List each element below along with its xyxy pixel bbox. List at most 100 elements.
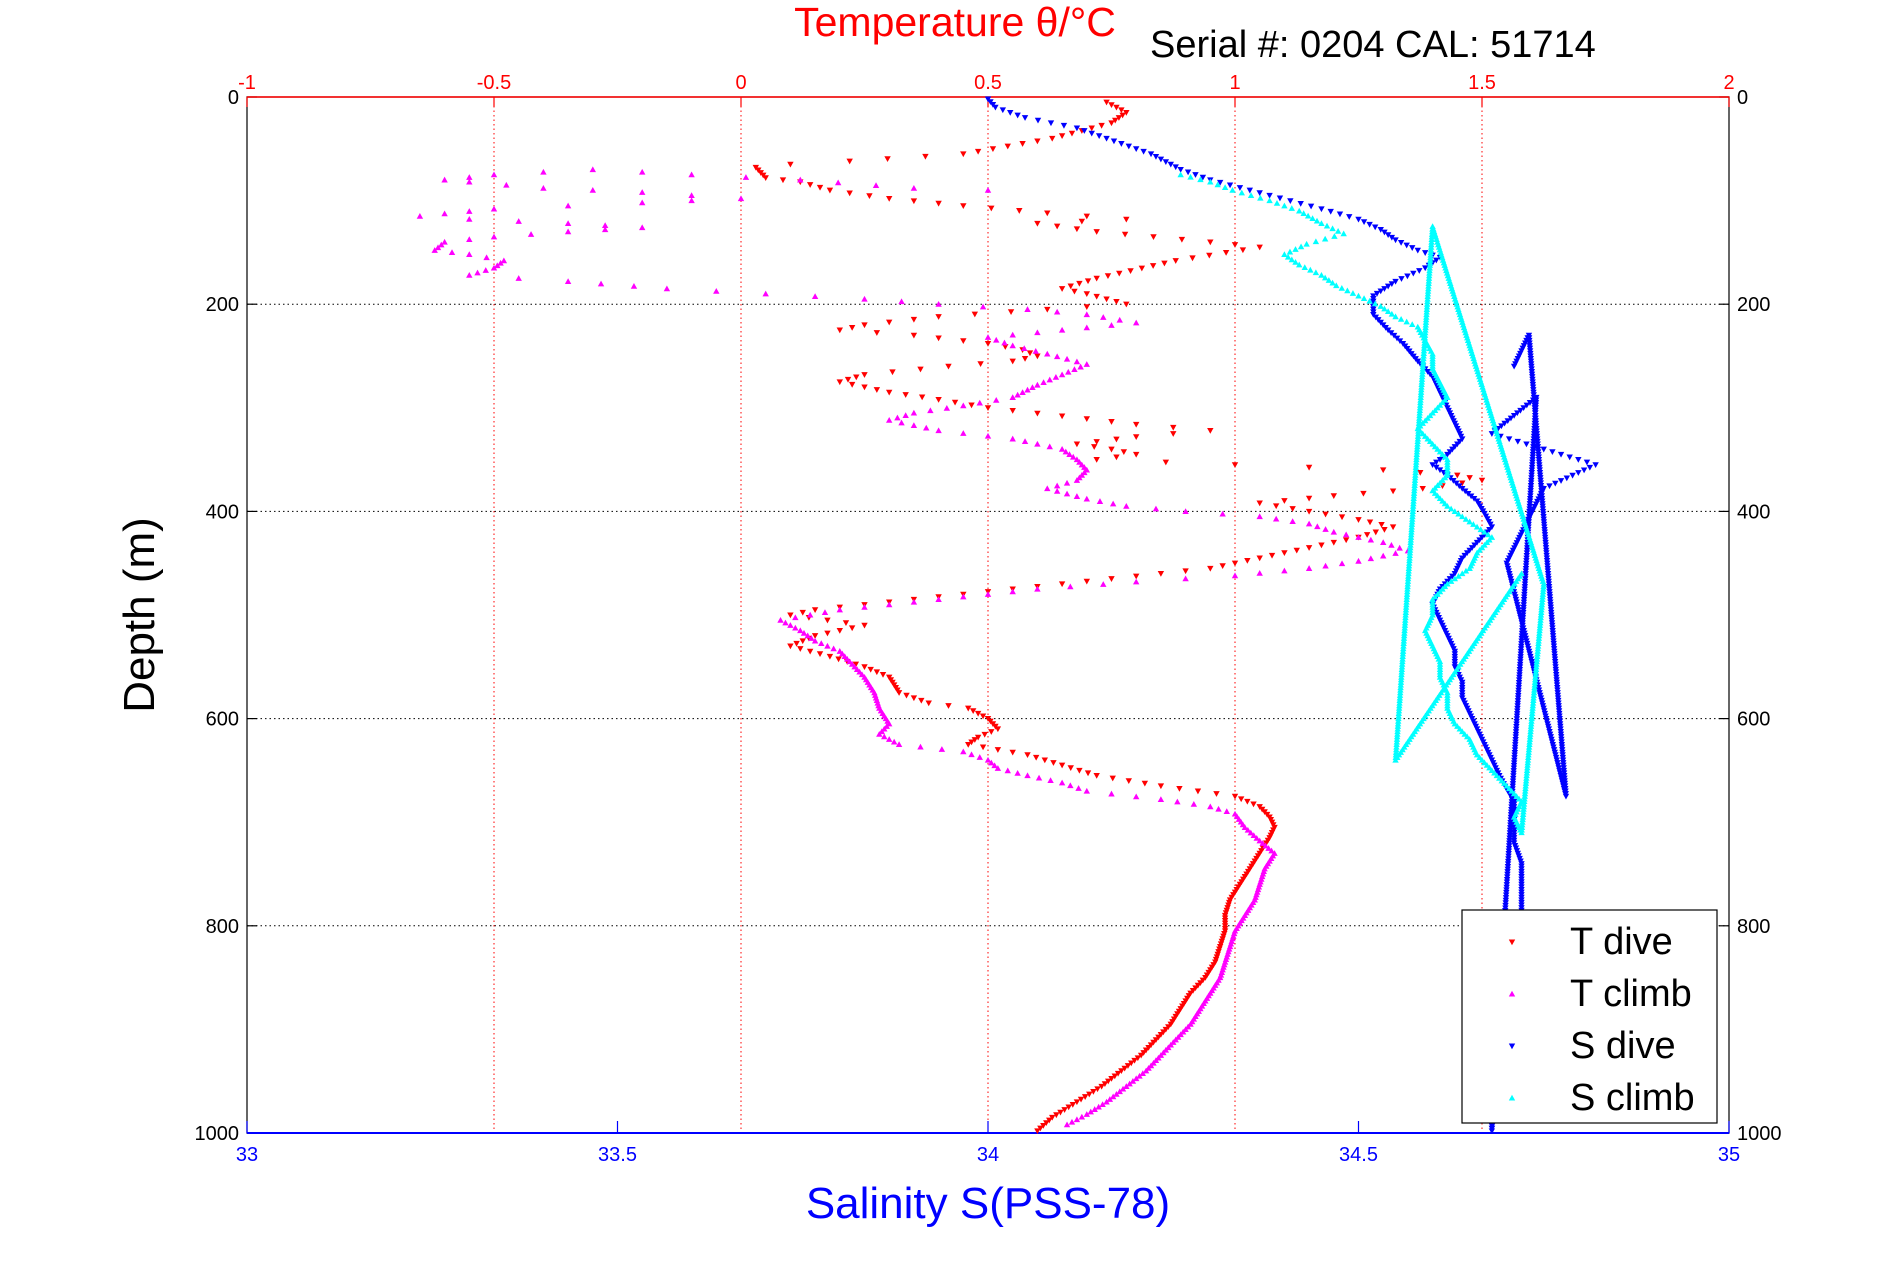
- data-point: [1125, 778, 1132, 784]
- data-point: [1544, 568, 1552, 575]
- data-point: [1423, 313, 1430, 320]
- data-point: [1411, 479, 1418, 486]
- depth-tick-label-left: 800: [206, 916, 239, 938]
- data-point: [639, 168, 646, 175]
- data-point: [1061, 1107, 1068, 1113]
- data-point: [1338, 560, 1346, 567]
- data-point: [1407, 539, 1414, 546]
- data-point: [1314, 523, 1321, 530]
- data-point: [1073, 226, 1081, 233]
- data-point: [1552, 664, 1559, 670]
- data-point: [968, 751, 975, 758]
- data-point: [861, 384, 868, 391]
- data-point: [1060, 122, 1068, 129]
- data-point: [935, 335, 942, 342]
- data-point: [1394, 730, 1401, 737]
- data-point: [1246, 187, 1254, 194]
- salinity-tick-label: 34.5: [1339, 1144, 1378, 1166]
- data-point: [1342, 531, 1350, 538]
- data-point: [1009, 408, 1016, 414]
- data-point: [1338, 514, 1346, 521]
- data-point: [1405, 567, 1412, 574]
- data-point: [1399, 661, 1406, 667]
- data-point: [943, 404, 951, 411]
- data-point: [1535, 449, 1542, 456]
- data-point: [797, 627, 804, 634]
- data-point: [1133, 451, 1140, 458]
- data-point: [1408, 521, 1416, 527]
- data-point: [1093, 275, 1100, 282]
- data-point: [1404, 575, 1412, 582]
- data-point: [1416, 409, 1423, 416]
- data-point: [1047, 777, 1054, 783]
- data-point: [1396, 692, 1404, 698]
- data-point: [974, 710, 982, 717]
- data-point: [1287, 198, 1294, 205]
- data-point: [1523, 402, 1531, 409]
- data-point: [1058, 779, 1066, 786]
- data-point: [1125, 143, 1132, 150]
- data-point: [861, 622, 868, 629]
- data-point: [1029, 384, 1036, 391]
- data-point: [1548, 612, 1555, 619]
- data-point: [1555, 703, 1562, 709]
- data-point: [1058, 326, 1066, 333]
- data-point: [1397, 681, 1404, 688]
- data-point: [434, 244, 442, 251]
- legend-marker: [1508, 990, 1516, 997]
- data-point: [1330, 539, 1337, 546]
- data-point: [1478, 477, 1486, 484]
- depth-tick-label-right: 0: [1737, 87, 1748, 109]
- data-point: [1530, 392, 1537, 399]
- data-point: [872, 182, 880, 188]
- data-point: [1268, 552, 1276, 559]
- data-point: [1427, 246, 1435, 253]
- data-point: [1529, 379, 1536, 386]
- data-point: [895, 690, 903, 696]
- data-point: [441, 176, 448, 183]
- data-point: [1093, 457, 1100, 463]
- data-point: [1473, 523, 1481, 530]
- data-point: [1007, 309, 1015, 315]
- data-point: [1305, 565, 1313, 571]
- data-point: [1552, 669, 1560, 676]
- data-point: [1109, 1093, 1117, 1100]
- data-point: [1170, 431, 1177, 437]
- data-point: [1528, 363, 1535, 370]
- data-point: [853, 374, 860, 381]
- data-point: [1416, 268, 1423, 274]
- data-point: [821, 609, 829, 615]
- data-point: [1346, 214, 1353, 220]
- data-point: [1412, 466, 1419, 473]
- data-point: [1552, 480, 1559, 487]
- data-point: [1400, 635, 1408, 641]
- data-point: [1410, 495, 1417, 502]
- data-point: [1067, 782, 1074, 789]
- data-point: [1411, 487, 1418, 494]
- data-point: [1552, 661, 1559, 668]
- data-point: [1276, 195, 1284, 202]
- data-point: [1407, 541, 1414, 548]
- data-point: [994, 726, 1002, 733]
- data-point: [1528, 366, 1535, 373]
- data-point: [1075, 785, 1082, 791]
- data-point: [1331, 233, 1338, 239]
- data-point: [1424, 288, 1432, 294]
- data-point: [742, 174, 750, 180]
- data-point: [1423, 308, 1430, 315]
- data-point: [1046, 443, 1053, 450]
- data-point: [1272, 503, 1280, 510]
- data-point: [1408, 526, 1415, 533]
- data-point: [1256, 570, 1263, 576]
- data-point: [1557, 734, 1565, 740]
- data-point: [1422, 321, 1429, 328]
- data-point: [1505, 436, 1513, 443]
- data-point: [1560, 770, 1568, 777]
- legend-entry-label: S dive: [1570, 1025, 1676, 1067]
- data-point: [1367, 536, 1375, 543]
- data-point: [1413, 453, 1420, 460]
- data-point: [1454, 472, 1461, 479]
- data-point: [830, 645, 837, 652]
- data-point: [1402, 616, 1409, 623]
- data-point: [1545, 576, 1552, 582]
